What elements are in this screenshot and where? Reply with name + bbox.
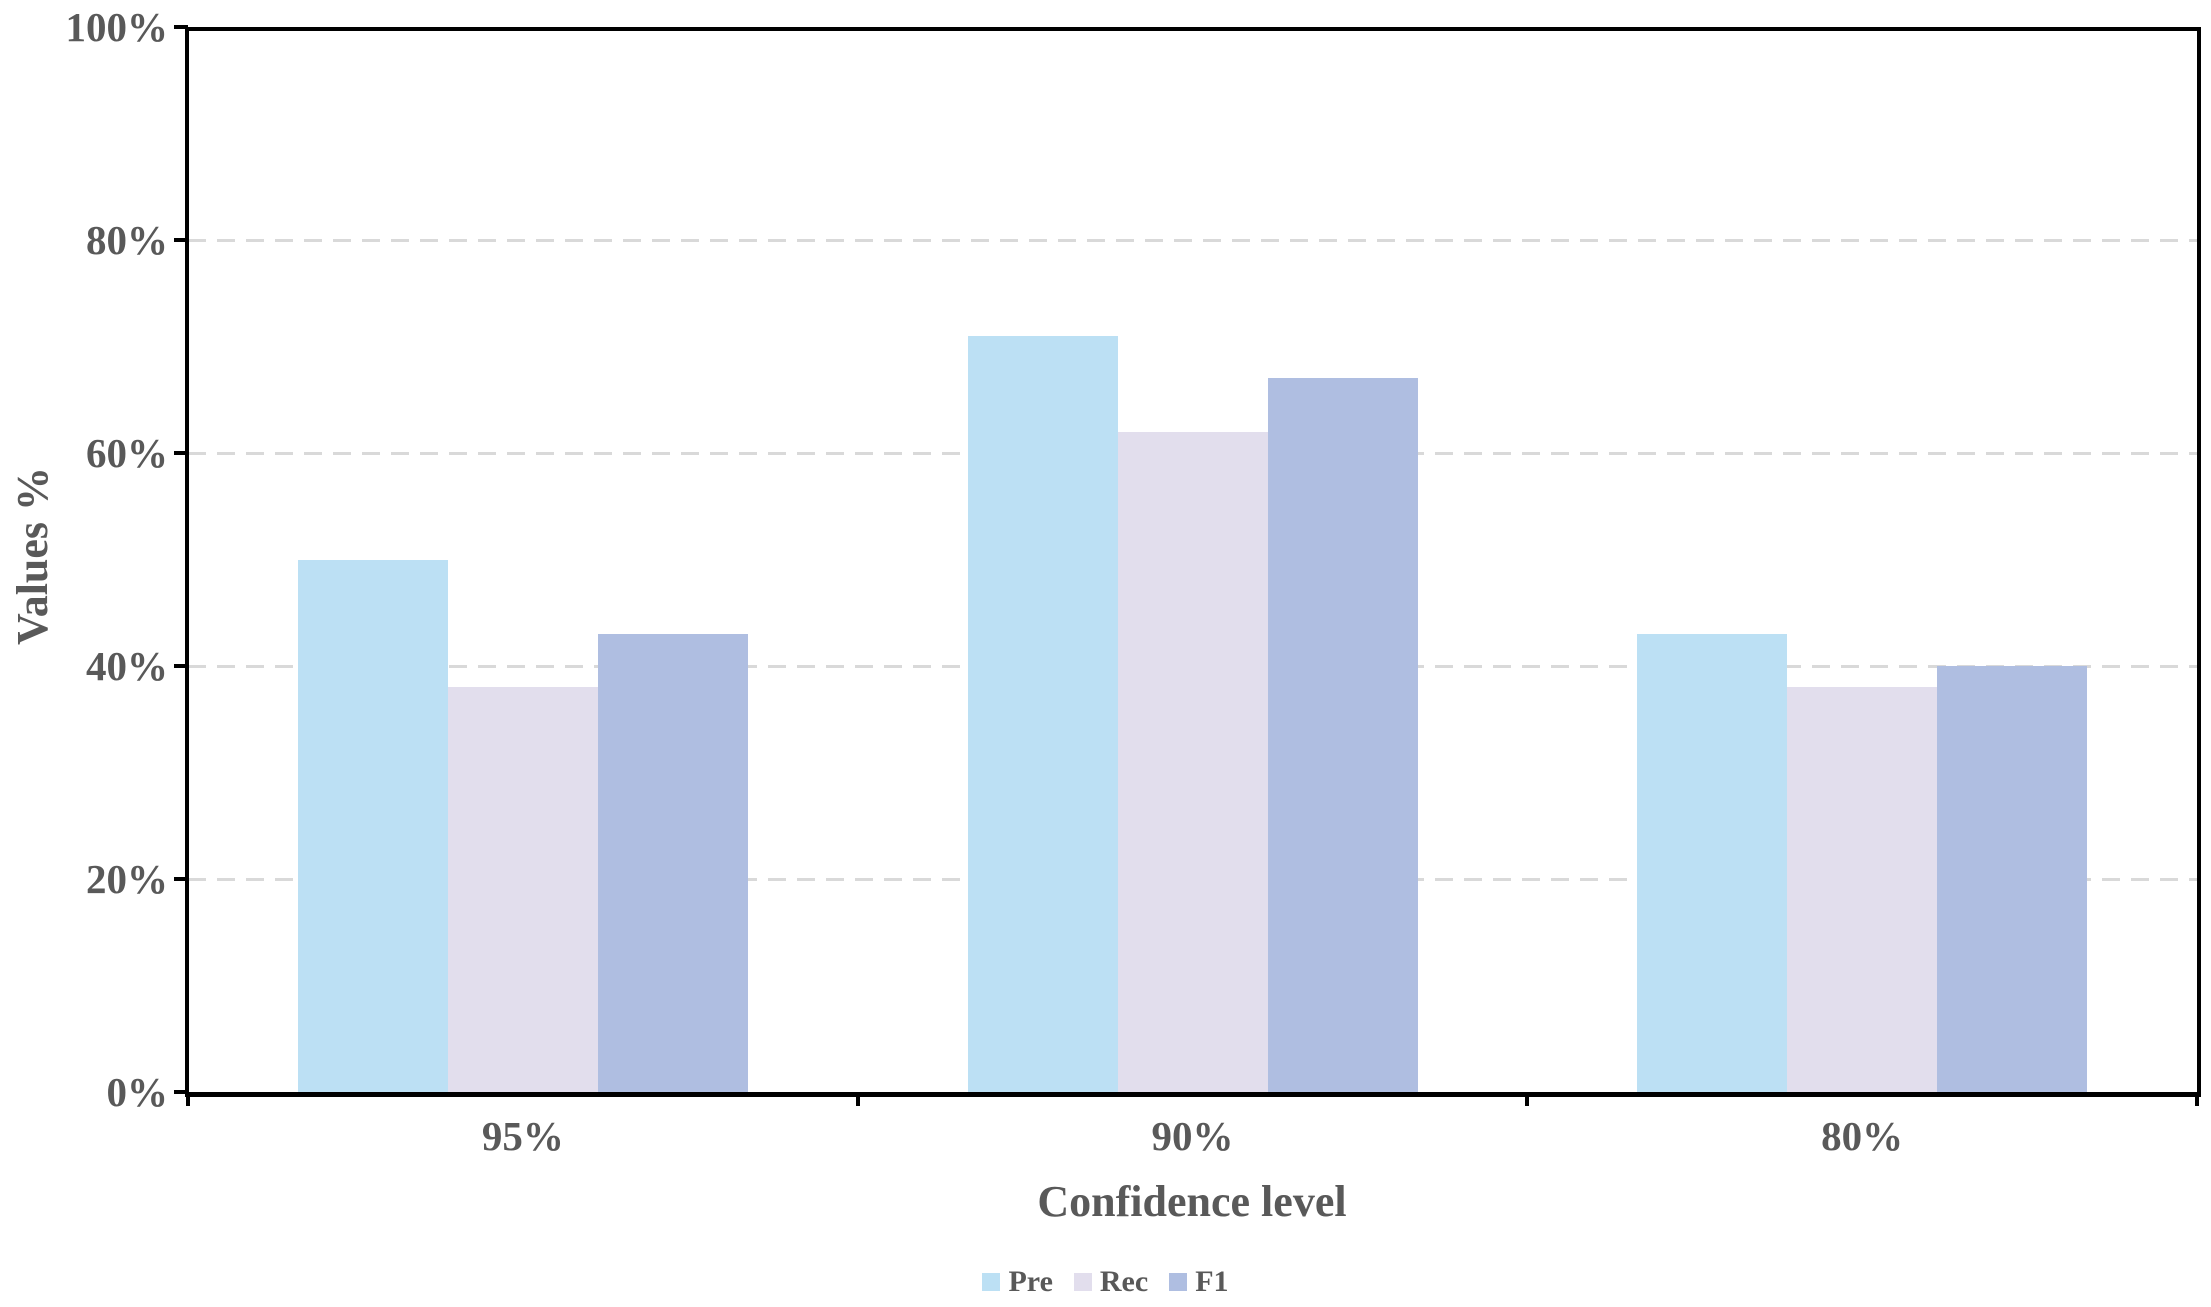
legend-item-f1: F1 (1169, 1264, 1229, 1300)
bar-pre-80 (1637, 634, 1788, 1092)
y-tick-label-40: 40% (86, 643, 168, 689)
x-axis-line (185, 1092, 2201, 1097)
plot-area (188, 27, 2197, 1092)
legend-label-rec: Rec (1099, 1265, 1149, 1298)
bar-rec-90 (1117, 431, 1268, 1092)
y-tick-100 (174, 25, 188, 29)
x-tick-label-80: 80% (1821, 1113, 1904, 1159)
x-tick-2 (1525, 1092, 1530, 1106)
legend-item-rec: Rec (1073, 1264, 1149, 1300)
bar-rec-95 (447, 687, 598, 1092)
y-tick-60 (174, 451, 188, 455)
y-tick-40 (174, 664, 188, 668)
legend-item-pre: Pre (982, 1264, 1053, 1300)
y-tick-label-20: 20% (86, 856, 168, 902)
bar-pre-95 (297, 559, 448, 1092)
bar-rec-80 (1787, 687, 1938, 1092)
x-tick-label-95: 95% (481, 1113, 564, 1159)
y-axis-line (185, 27, 189, 1097)
y-tick-20 (174, 877, 188, 881)
y-tick-label-100: 100% (65, 4, 169, 50)
bar-f1-90 (1267, 378, 1418, 1092)
legend-swatch-rec (1073, 1273, 1092, 1291)
y-tick-80 (174, 238, 188, 242)
bar-f1-80 (1937, 666, 2088, 1092)
legend-label-pre: Pre (1008, 1265, 1053, 1298)
bar-f1-95 (597, 634, 748, 1092)
x-tick-3 (2195, 1092, 2199, 1106)
plot-top-border (185, 27, 2201, 31)
x-tick-0 (186, 1092, 190, 1106)
legend: Pre Rec F1 (0, 1264, 2211, 1300)
legend-swatch-pre (982, 1273, 1001, 1291)
plot-right-border (2197, 27, 2201, 1096)
x-tick-1 (855, 1092, 860, 1106)
y-tick-label-0: 0% (106, 1069, 169, 1115)
y-tick-label-80: 80% (86, 217, 168, 263)
bar-pre-90 (967, 335, 1118, 1092)
legend-label-f1: F1 (1195, 1265, 1229, 1298)
x-tick-label-90: 90% (1151, 1113, 1234, 1159)
y-tick-label-60: 60% (86, 430, 168, 476)
x-axis-title: Confidence level (1037, 1177, 1347, 1226)
gridline-80 (188, 238, 2197, 242)
y-tick-0 (174, 1090, 188, 1094)
legend-swatch-f1 (1169, 1273, 1188, 1291)
